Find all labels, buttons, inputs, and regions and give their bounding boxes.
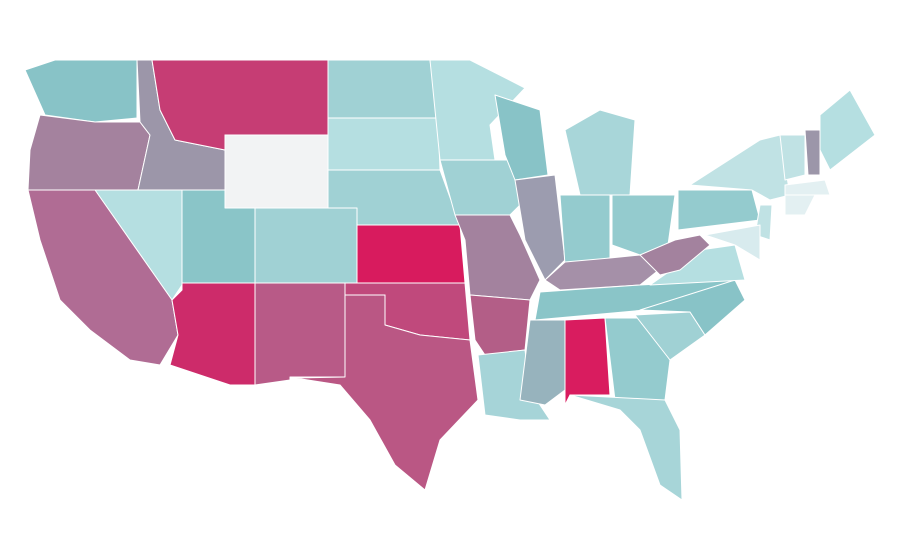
state-region xyxy=(639,279,746,336)
state-region xyxy=(819,89,876,171)
state-region xyxy=(519,319,566,406)
state-region xyxy=(254,282,346,386)
state-region xyxy=(779,134,806,181)
state-region xyxy=(356,224,466,284)
state-region xyxy=(254,207,358,284)
state-region xyxy=(27,189,179,366)
state-region xyxy=(327,117,441,171)
state-region xyxy=(27,114,151,191)
state-region xyxy=(569,394,683,501)
state-region xyxy=(24,59,138,123)
state-region xyxy=(327,59,439,119)
state-region xyxy=(169,282,256,386)
state-region xyxy=(224,134,329,209)
state-region xyxy=(294,294,479,491)
state-region xyxy=(469,294,531,356)
state-region xyxy=(784,194,816,216)
state-region xyxy=(677,189,761,231)
state-region xyxy=(804,129,821,176)
state-region xyxy=(454,214,541,301)
state-region xyxy=(439,159,526,216)
state-region xyxy=(564,317,611,406)
state-region xyxy=(784,179,831,196)
state-region xyxy=(704,224,761,261)
state-region xyxy=(564,109,636,196)
state-region xyxy=(639,234,711,276)
state-region xyxy=(559,194,611,266)
